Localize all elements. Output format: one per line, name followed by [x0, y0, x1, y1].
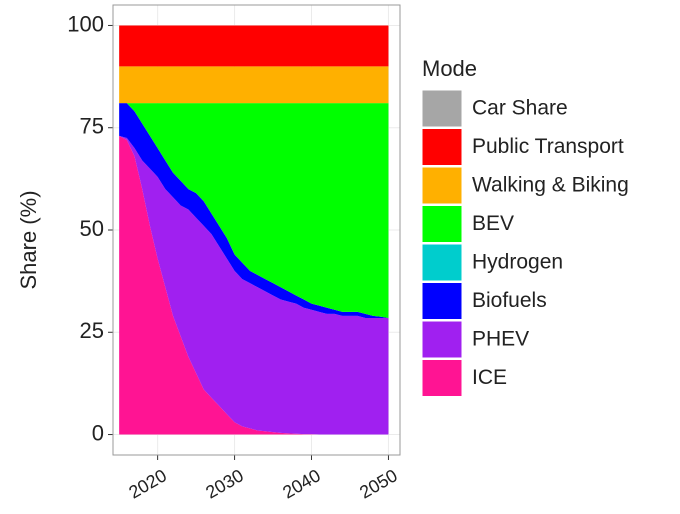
legend-label: Public Transport	[472, 135, 624, 158]
legend-key	[421, 89, 463, 128]
legend-key	[421, 128, 463, 166]
area	[119, 66, 389, 104]
legend-key	[421, 205, 463, 243]
legend-label: Hydrogen	[472, 251, 563, 274]
x-tick-label: 2040	[279, 465, 324, 502]
legend-key	[421, 359, 463, 397]
legend-label: Car Share	[472, 97, 568, 120]
plot-border	[112, 4, 401, 456]
area	[119, 25, 389, 67]
legend-label: Walking & Biking	[472, 174, 629, 197]
legend-label: BEV	[472, 212, 514, 235]
legend-key	[421, 166, 463, 205]
legend-key	[421, 320, 463, 359]
area	[119, 135, 389, 435]
y-axis-label: Share (%)	[16, 190, 41, 289]
legend-title: Mode	[422, 56, 477, 81]
legend-key	[421, 282, 463, 320]
area	[119, 103, 389, 318]
area	[119, 135, 389, 435]
y-tick-label: 100	[67, 11, 104, 36]
y-tick-label: 0	[92, 420, 104, 445]
legend-label: Biofuels	[472, 289, 547, 312]
legend-label: ICE	[472, 366, 507, 389]
y-tick-label: 25	[80, 318, 104, 343]
legend-label: PHEV	[472, 328, 529, 351]
legend-key	[421, 243, 463, 282]
x-tick-label: 2030	[202, 465, 247, 502]
x-tick-label: 2050	[356, 465, 401, 502]
y-tick-label: 75	[80, 114, 104, 139]
y-tick-label: 50	[80, 216, 104, 241]
area	[119, 103, 389, 318]
x-tick-label: 2020	[125, 465, 170, 502]
